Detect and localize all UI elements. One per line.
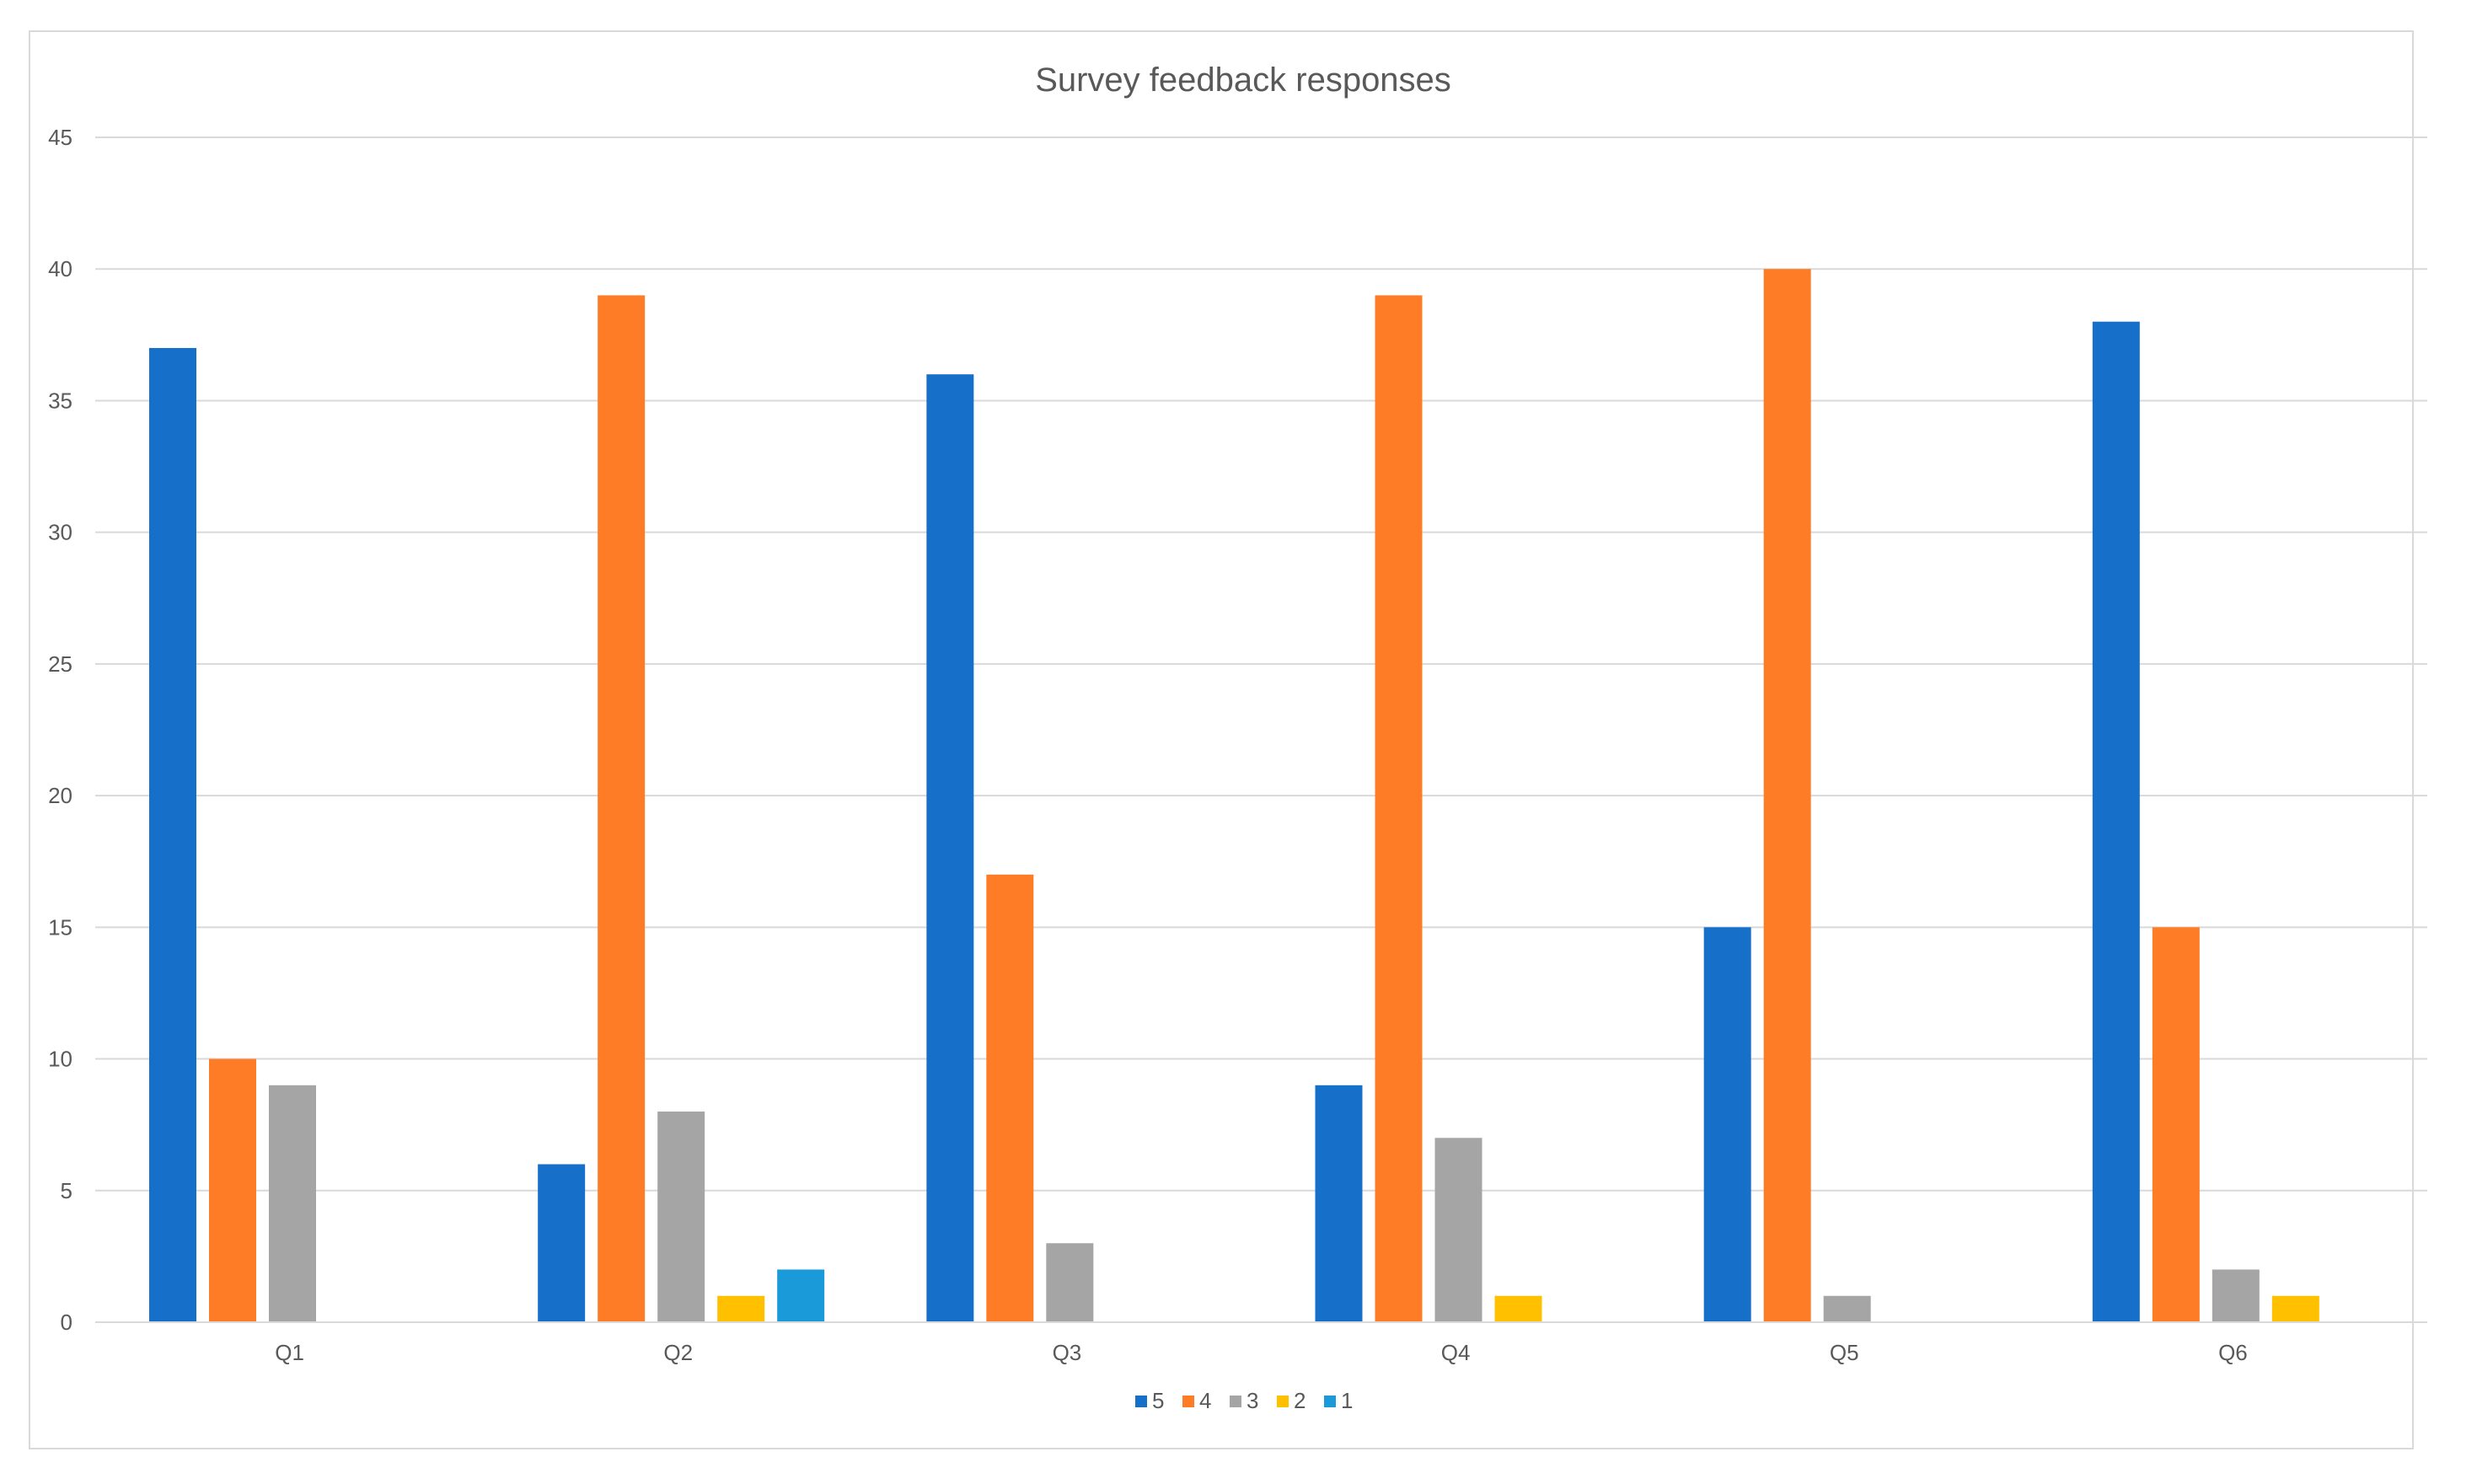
chart-title: Survey feedback responses — [1035, 62, 1451, 99]
bar-Q3-series-3 — [1046, 1243, 1094, 1322]
bar-Q6-series-5 — [2092, 321, 2140, 1322]
x-tick-label: Q3 — [1053, 1340, 1082, 1365]
bar-Q6-series-2 — [2271, 1295, 2319, 1322]
x-tick-label: Q2 — [663, 1340, 693, 1365]
y-tick-label: 20 — [48, 783, 72, 808]
bar-Q3-series-5 — [926, 374, 974, 1323]
bar-Q5-series-5 — [1703, 927, 1751, 1322]
legend-label: 4 — [1199, 1388, 1211, 1413]
bar-Q5-series-3 — [1823, 1295, 1871, 1322]
y-axis-ticks: 0 5 10 15 20 25 30 35 40 45 — [48, 125, 72, 1335]
x-tick-label: Q5 — [1830, 1340, 1859, 1365]
legend-swatch — [1182, 1396, 1194, 1407]
y-tick-label: 35 — [48, 388, 72, 413]
legend-label: 2 — [1294, 1388, 1306, 1413]
bar-Q6-series-4 — [2152, 927, 2200, 1322]
legend-swatch — [1230, 1396, 1241, 1407]
x-tick-label: Q4 — [1441, 1340, 1471, 1365]
bar-Q4-series-5 — [1315, 1085, 1363, 1322]
bar-Q4-series-4 — [1375, 295, 1423, 1322]
bars — [149, 269, 2319, 1323]
bar-Q6-series-3 — [2212, 1269, 2260, 1322]
y-tick-label: 0 — [61, 1310, 72, 1335]
bar-Q1-series-5 — [149, 347, 196, 1322]
legend: 5 4 3 2 1 — [1135, 1388, 1353, 1413]
legend-swatch — [1277, 1396, 1289, 1407]
legend-swatch — [1135, 1396, 1147, 1407]
x-axis-ticks: Q1 Q2 Q3 Q4 Q5 Q6 — [275, 1340, 2248, 1365]
y-tick-label: 45 — [48, 125, 72, 150]
bar-Q2-series-1 — [777, 1269, 825, 1322]
legend-swatch — [1324, 1396, 1336, 1407]
bar-Q2-series-4 — [598, 295, 646, 1322]
bar-Q4-series-3 — [1434, 1138, 1482, 1322]
legend-label: 5 — [1152, 1388, 1164, 1413]
legend-label: 1 — [1341, 1388, 1353, 1413]
chart-frame — [29, 30, 2414, 1449]
bar-Q3-series-4 — [986, 874, 1034, 1322]
y-tick-label: 15 — [48, 914, 72, 940]
y-tick-label: 5 — [61, 1178, 72, 1203]
legend-label: 3 — [1247, 1388, 1258, 1413]
x-tick-label: Q1 — [275, 1340, 304, 1365]
bar-Q1-series-3 — [269, 1085, 316, 1322]
y-tick-label: 40 — [48, 256, 72, 281]
y-tick-label: 25 — [48, 651, 72, 677]
bar-Q2-series-2 — [717, 1295, 765, 1322]
bar-Q2-series-3 — [657, 1112, 705, 1322]
y-tick-label: 30 — [48, 520, 72, 545]
bar-Q5-series-4 — [1763, 269, 1811, 1323]
bar-Q4-series-2 — [1494, 1295, 1542, 1322]
gridlines — [95, 137, 2427, 1192]
y-tick-label: 10 — [48, 1047, 72, 1072]
bar-Q2-series-5 — [538, 1164, 586, 1322]
bar-Q1-series-4 — [209, 1058, 256, 1322]
x-tick-label: Q6 — [2218, 1340, 2248, 1365]
